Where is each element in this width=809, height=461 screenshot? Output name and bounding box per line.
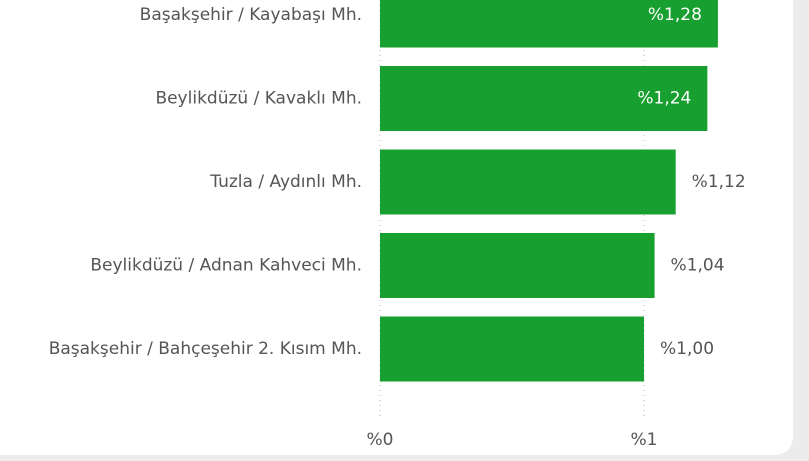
bar: [380, 149, 676, 215]
y-tick-label: Beylikdüzü / Kavaklı Mh.: [155, 89, 362, 109]
y-tick-label: Başakşehir / Kayabaşı Mh.: [140, 5, 362, 25]
value-label: %1,00: [660, 339, 714, 359]
bar: [380, 316, 644, 382]
bar: [380, 0, 718, 48]
value-label: %1,24: [637, 89, 691, 109]
bar: [380, 233, 655, 298]
y-tick-label: Başakşehir / Bahçeşehir 2. Kısım Mh.: [49, 339, 362, 359]
y-tick-label: Beylikdüzü / Adnan Kahveci Mh.: [90, 256, 362, 276]
bar: [380, 66, 708, 131]
value-label: %1,28: [648, 5, 702, 25]
x-tick-label: %0: [367, 430, 394, 450]
value-label: %1,04: [671, 256, 725, 276]
y-tick-label: Tuzla / Aydınlı Mh.: [209, 172, 362, 192]
value-label: %1,12: [692, 172, 746, 192]
x-tick-label: %1: [631, 430, 658, 450]
